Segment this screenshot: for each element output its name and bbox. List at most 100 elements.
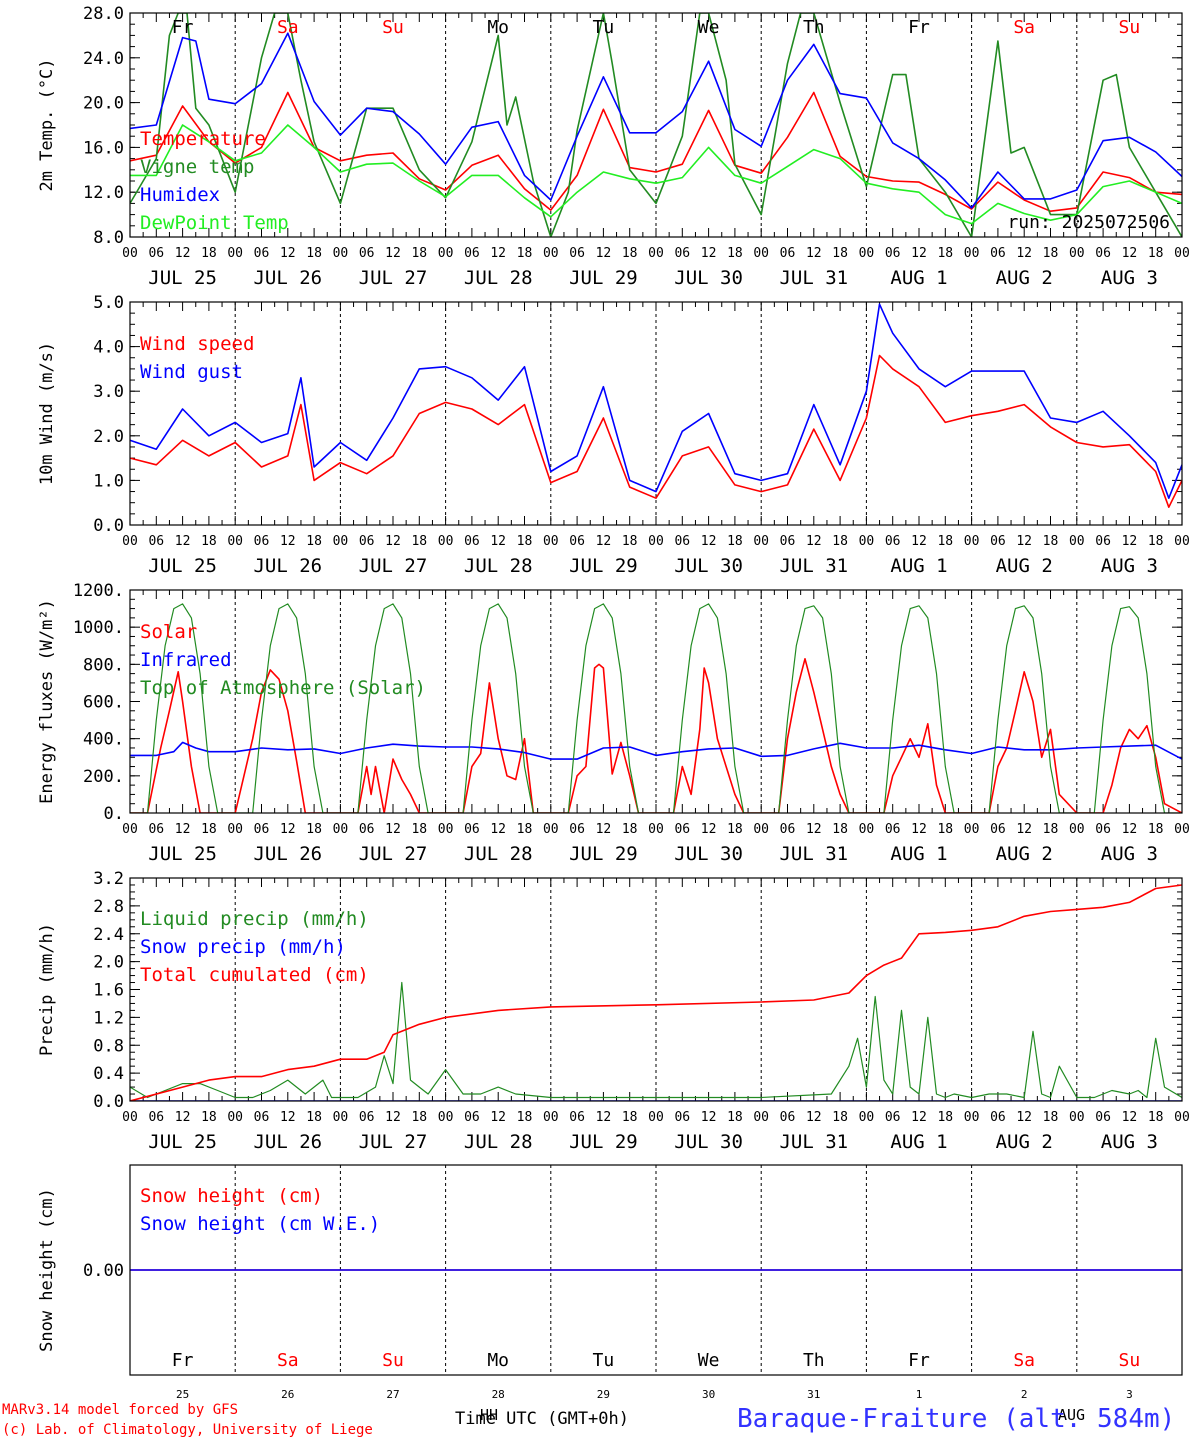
hour-label: 12 [1122, 822, 1138, 837]
hour-label: 12 [175, 822, 191, 837]
hour-label: 06 [254, 534, 270, 549]
hour-label: 12 [1122, 246, 1138, 261]
weekday-label: Su [1119, 17, 1141, 38]
hour-label: 12 [911, 822, 927, 837]
date-label: JUL 27 [359, 843, 428, 865]
weekday-label: Sa [277, 1350, 299, 1371]
hour-label: 00 [227, 246, 243, 261]
date-label: AUG 3 [1101, 555, 1158, 577]
date-label: JUL 26 [253, 267, 322, 289]
date-label: JUL 31 [779, 267, 848, 289]
legend-entry: Humidex [140, 184, 220, 206]
hour-label: 06 [254, 1110, 270, 1125]
series-line-wind-gust [130, 303, 1182, 500]
hour-label: 18 [622, 534, 638, 549]
hour-label: 12 [175, 246, 191, 261]
series-group [130, 884, 1182, 1101]
hour-label: 06 [148, 246, 164, 261]
station-name: Baraque-Fraiture (alt. 584m) [737, 1404, 1175, 1434]
hour-label: 18 [832, 822, 848, 837]
hour-label: 12 [490, 534, 506, 549]
hour-label: 12 [1016, 246, 1032, 261]
hour-label: 12 [385, 246, 401, 261]
hour-label: 00 [227, 822, 243, 837]
hour-label: 06 [1095, 534, 1111, 549]
y-tick-label: 400. [83, 730, 124, 750]
day-number: 25 [176, 1388, 189, 1401]
legend-entry: Temperature [140, 128, 266, 150]
y-tick-label: 800. [83, 655, 124, 675]
hour-label: 12 [175, 1110, 191, 1125]
hour-label: 00 [1174, 822, 1190, 837]
hour-label: 00 [1174, 246, 1190, 261]
y-tick-label: 3.0 [93, 382, 124, 402]
hour-label: 12 [806, 534, 822, 549]
hour-label: 00 [859, 822, 875, 837]
hour-label: 18 [727, 1110, 743, 1125]
hour-label: 18 [517, 246, 533, 261]
date-label: JUL 31 [779, 555, 848, 577]
hour-label: 06 [780, 534, 796, 549]
y-tick-label: 8.0 [93, 228, 124, 248]
hour-label: 00 [438, 534, 454, 549]
weekday-label: We [698, 17, 720, 38]
x-axis-title: Time UTC (GMT+0h) [455, 1409, 629, 1429]
panel-1: 28.0 24.0 20.0 16.0 12.0 8.0 2m Temp. (°C) Temp… [37, 4, 1190, 289]
hour-label: 12 [385, 822, 401, 837]
hour-label: 12 [806, 1110, 822, 1125]
hour-label: 12 [490, 246, 506, 261]
hour-label: 12 [1016, 822, 1032, 837]
hour-label: 06 [885, 822, 901, 837]
hour-label: 12 [280, 822, 296, 837]
weekday-label: Fr [908, 1350, 930, 1371]
hour-label: 00 [333, 246, 349, 261]
hour-label: 00 [648, 822, 664, 837]
hour-label: 18 [1043, 534, 1059, 549]
legend-entry: Infrared [140, 649, 232, 671]
hour-label: 18 [1148, 534, 1164, 549]
run-annotation: run: 2025072506 [1007, 212, 1170, 233]
hour-label: 18 [306, 246, 322, 261]
date-label: JUL 25 [148, 843, 217, 865]
hour-label: 12 [911, 534, 927, 549]
y-tick-label: 0.0 [93, 516, 124, 536]
hour-label: 12 [1016, 1110, 1032, 1125]
legend-entry: Solar [140, 621, 197, 643]
weekday-label: Th [803, 1350, 825, 1371]
legend-entry: DewPoint Temp [140, 212, 289, 234]
legend-entry: Vigne temp [140, 156, 254, 178]
hour-label: 12 [1122, 534, 1138, 549]
hour-label: 12 [280, 246, 296, 261]
panel-5: 0.00 Snow height (cm) Snow height (cm) Snow… [37, 1164, 1183, 1401]
panel-3: 1200. 1000. 800. 600. 400. 200. 0. Energy fluxe… [37, 581, 1190, 865]
date-label: JUL 30 [674, 843, 743, 865]
hour-label: 18 [411, 1110, 427, 1125]
hour-label: 00 [122, 1110, 138, 1125]
hour-label: 06 [359, 246, 375, 261]
date-label: AUG 3 [1101, 267, 1158, 289]
hour-label: 00 [753, 1110, 769, 1125]
hour-label: 06 [885, 534, 901, 549]
date-label: JUL 26 [253, 1131, 322, 1153]
date-label: JUL 27 [359, 555, 428, 577]
hour-label: 06 [1095, 822, 1111, 837]
date-label: JUL 29 [569, 1131, 638, 1153]
hour-label: 06 [464, 822, 480, 837]
hour-label: 18 [1043, 246, 1059, 261]
day-number: 30 [702, 1388, 715, 1401]
hour-label: 06 [464, 1110, 480, 1125]
hour-label: 00 [859, 246, 875, 261]
hour-label: 00 [753, 246, 769, 261]
hour-label: 00 [543, 246, 559, 261]
hour-label: 00 [859, 1110, 875, 1125]
hour-label: 18 [832, 246, 848, 261]
hour-label: 18 [937, 1110, 953, 1125]
hour-label: 18 [727, 534, 743, 549]
y-tick-label: 12.0 [83, 183, 124, 203]
panel-frame [129, 301, 1183, 526]
hour-label: 18 [201, 246, 217, 261]
hour-label: 06 [780, 246, 796, 261]
y-tick-label: 2.0 [93, 427, 124, 447]
y-tick-label: 16.0 [83, 138, 124, 158]
hour-label: 00 [753, 534, 769, 549]
